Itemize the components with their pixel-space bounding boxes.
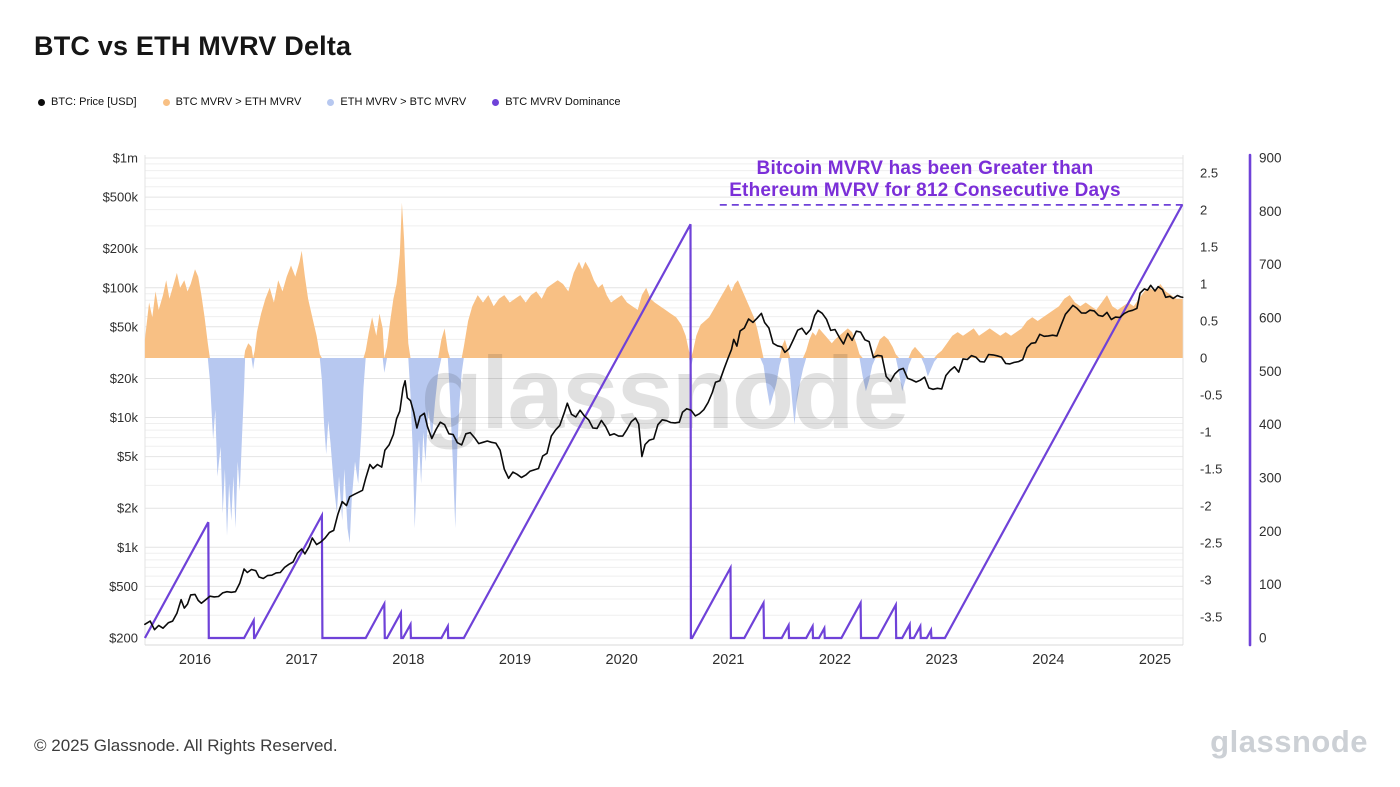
btc-price-line [144,284,1184,631]
legend-label: BTC MVRV > ETH MVRV [175,96,302,108]
annotation: Bitcoin MVRV has been Greater than Ether… [650,158,1200,202]
mvrv-axis-tick-label: -1.5 [1200,462,1222,477]
mvrv-axis-tick-label: -2 [1200,499,1212,514]
days-axis-tick-label: 300 [1259,471,1282,486]
days-axis-tick-label: 900 [1259,151,1282,166]
mvrv-axis-tick-label: -0.5 [1200,388,1222,403]
legend-label: BTC: Price [USD] [51,96,137,108]
days-axis-tick-label: 400 [1259,417,1282,432]
btc-gt-eth-mvrv-area [144,202,1183,358]
year-axis-tick-label: 2022 [819,652,851,668]
mvrv-axis-tick-label: -2.5 [1200,536,1222,551]
copyright-text: © 2025 Glassnode. All Rights Reserved. [34,736,338,755]
days-axis-tick-label: 100 [1259,577,1282,592]
mvrv-axis-tick-label: -3 [1200,573,1212,588]
price-axis-tick-label: $500k [103,190,139,205]
mvrv-axis-tick-label: 0 [1200,351,1207,366]
page-title: BTC vs ETH MVRV Delta [34,31,352,61]
days-axis-tick-label: 200 [1259,524,1282,539]
legend-dot-eth-gt-btc-icon [327,98,335,106]
price-axis-tick-label: $1k [117,540,138,555]
price-axis-tick-label: $1m [113,151,138,166]
mvrv-axis-tick-label: -3.5 [1200,610,1222,625]
mvrv-axis-tick-label: 2 [1200,203,1207,218]
glassnode-logo: glassnode [1210,724,1368,759]
price-axis-tick-label: $10k [110,410,139,425]
legend-dot-btc-price-icon [38,98,45,106]
price-axis-tick-label: $5k [117,449,138,464]
mvrv-axis-tick-label: 1.5 [1200,240,1218,255]
glassnode-watermark: glassnode [421,336,907,450]
year-axis-tick-label: 2021 [712,652,744,668]
gridlines [145,157,1183,639]
year-axis-tick-label: 2018 [392,652,424,668]
chart-plot-area[interactable]: glassnode $1m $500k $200k $100k $50k $20k $10k $… [0,140,1400,700]
legend-dot-dominance-icon [492,98,500,106]
year-axis-tick-label: 2019 [499,652,531,668]
legend-item-eth-gt-btc[interactable]: ETH MVRV > BTC MVRV [327,96,466,108]
annotation-line-1: Bitcoin MVRV has been Greater than [756,158,1094,179]
price-axis-tick-label: $200 [109,631,138,646]
price-axis-tick-label: $2k [117,501,138,516]
year-axis-tick-label: 2016 [179,652,211,668]
legend-dot-btc-gt-eth-icon [162,98,170,106]
mvrv-axis-tick-label: 0.5 [1200,314,1218,329]
year-axis-tick-label: 2024 [1032,652,1064,668]
mvrv-axis-tick-label: -1 [1200,425,1212,440]
year-axis-tick-label: 2025 [1139,652,1171,668]
price-axis-tick-label: $500 [109,579,138,594]
year-axis-tick-label: 2020 [606,652,638,668]
mvrv-axis-tick-label: 2.5 [1200,166,1218,181]
days-axis-tick-label: 700 [1259,257,1282,272]
btc-mvrv-dominance-line [143,204,1184,640]
price-axis-tick-label: $20k [110,371,139,386]
price-axis-tick-label: $100k [103,280,139,295]
eth-gt-btc-mvrv-area [144,358,1183,543]
days-axis-tick-label: 0 [1259,631,1267,646]
legend-item-btc-gt-eth[interactable]: BTC MVRV > ETH MVRV [162,96,302,108]
price-axis-tick-label: $50k [110,319,139,334]
price-axis-tick-label: $200k [103,241,139,256]
year-axis-tick-label: 2023 [926,652,958,668]
legend-item-dominance[interactable]: BTC MVRV Dominance [492,96,621,108]
mvrv-axis-tick-label: 1 [1200,277,1207,292]
days-axis-tick-label: 800 [1259,204,1282,219]
days-axis-tick-label: 500 [1259,364,1282,379]
legend-label: ETH MVRV > BTC MVRV [340,96,467,108]
year-axis-tick-label: 2017 [286,652,318,668]
annotation-line-2: Ethereum MVRV for 812 Consecutive Days [729,180,1121,201]
days-axis-tick-label: 600 [1259,311,1282,326]
legend-label: BTC MVRV Dominance [505,96,621,108]
legend-item-btc-price[interactable]: BTC: Price [USD] [38,96,137,108]
legend: BTC: Price [USD] BTC MVRV > ETH MVRV ETH… [38,96,621,108]
